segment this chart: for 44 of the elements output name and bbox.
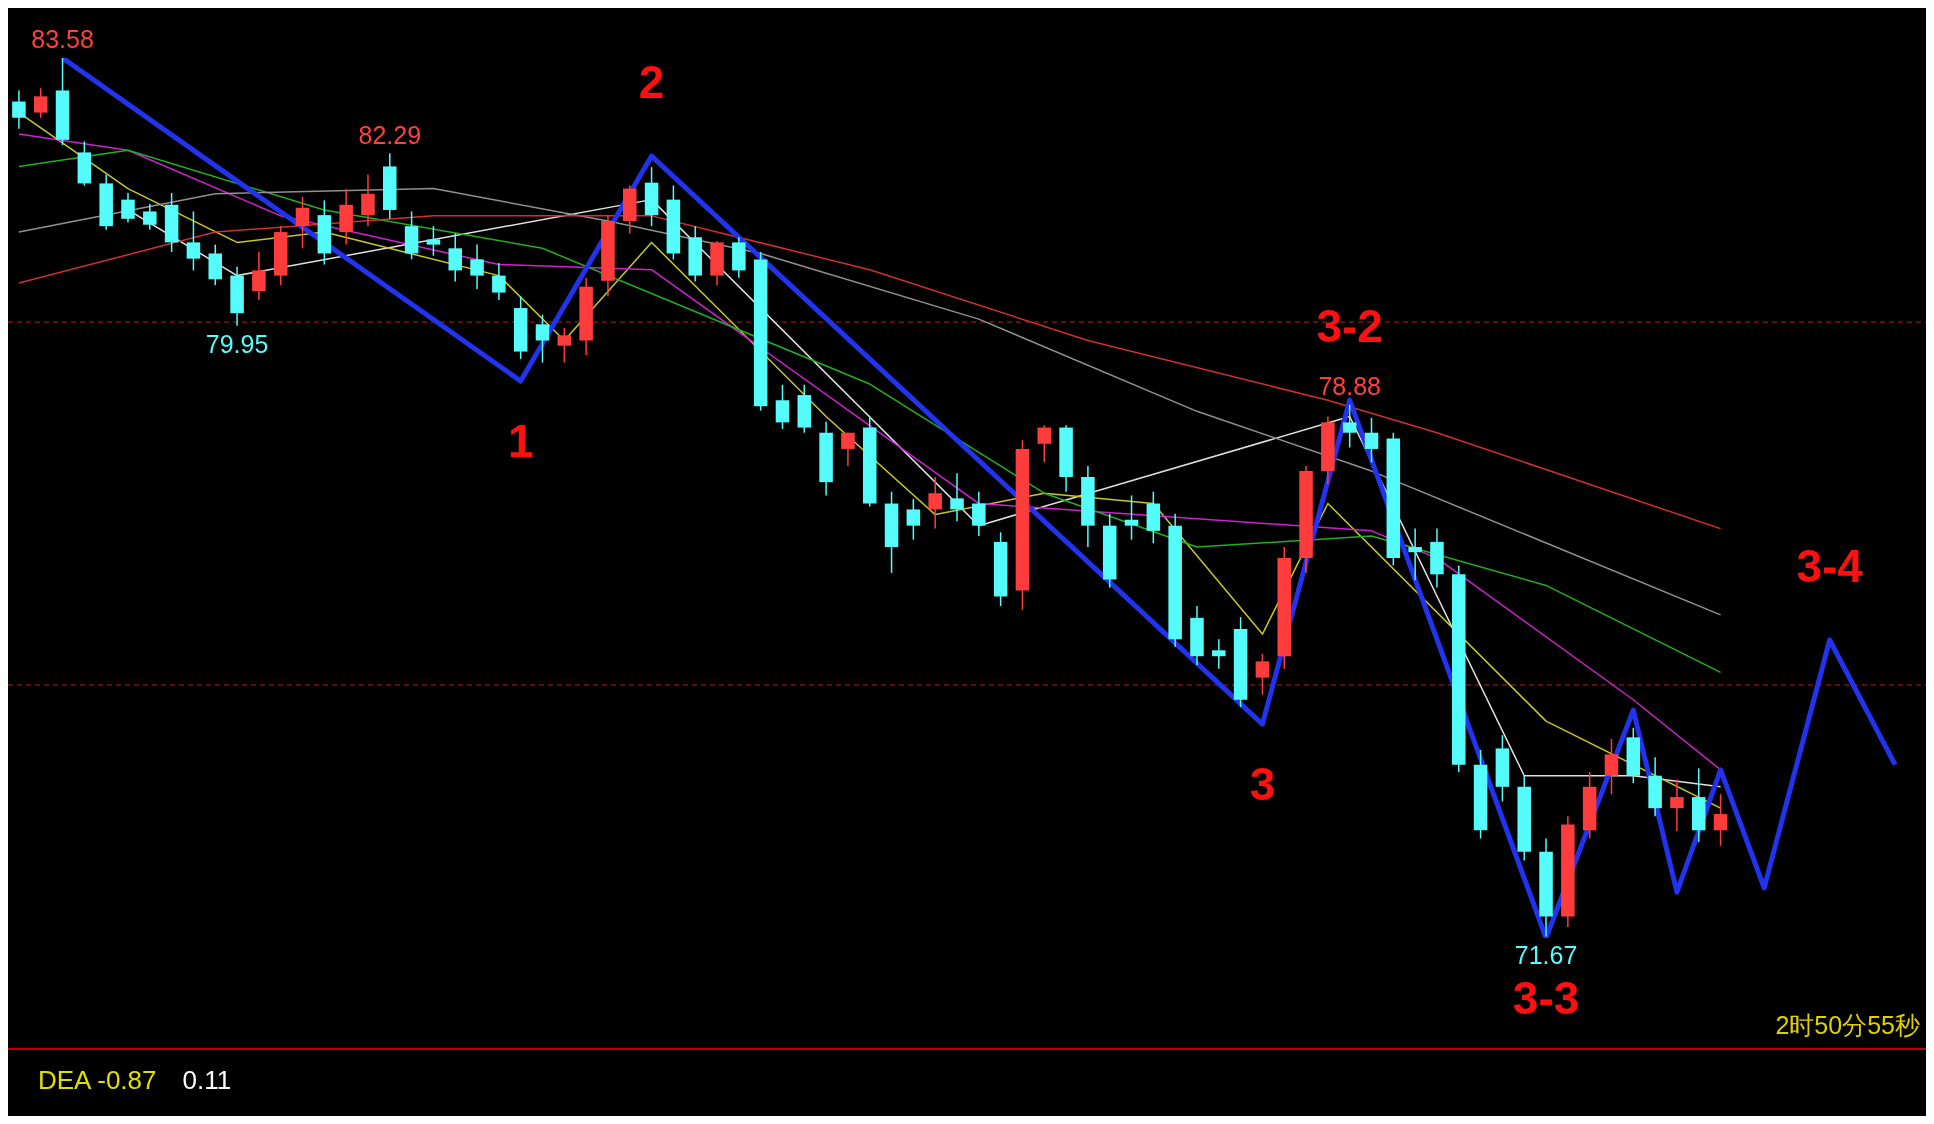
candlestick <box>950 472 964 522</box>
candlestick <box>186 210 201 272</box>
candlestick <box>33 87 48 119</box>
candlestick <box>1408 527 1422 581</box>
candlestick <box>295 195 310 250</box>
candlestick <box>557 327 572 364</box>
annotation: 3-4 <box>1796 539 1864 592</box>
candlestick <box>12 89 26 130</box>
annotation: 1 <box>507 414 534 467</box>
candlestick <box>1713 793 1728 847</box>
annotation: 71.67 <box>1514 940 1578 969</box>
candlestick <box>1037 424 1052 463</box>
candlestick <box>1124 494 1139 541</box>
candlestick <box>361 173 375 227</box>
candlestick <box>121 192 135 224</box>
candlestick <box>1670 778 1684 832</box>
candlestick <box>1212 638 1226 670</box>
candlestick <box>1342 403 1357 449</box>
candlestick <box>972 490 986 537</box>
candlestick <box>470 243 484 290</box>
candlestick <box>928 476 942 530</box>
candlestick <box>426 225 441 257</box>
candlestick <box>143 203 157 231</box>
candlestick <box>775 384 790 430</box>
candlestick <box>1604 738 1619 795</box>
annotation: 3 <box>1249 757 1276 810</box>
annotation: 82.29 <box>358 120 422 149</box>
text: DEA -0.87 <box>38 1064 157 1096</box>
candlestick <box>841 431 855 467</box>
candlestick <box>906 498 921 541</box>
candlestick <box>535 313 550 364</box>
annotation: 2 <box>638 55 665 108</box>
annotation: 78.88 <box>1318 372 1381 401</box>
annotation: 79.95 <box>205 330 269 359</box>
annotation: 83.58 <box>31 25 94 54</box>
text: 2时50分55秒 <box>1775 1011 1920 1040</box>
text: 0.11 <box>182 1064 232 1096</box>
candlestick <box>448 232 462 283</box>
candlestick <box>1255 653 1270 696</box>
annotation: 3-3 <box>1512 971 1580 1024</box>
annotation: 3-2 <box>1316 299 1383 352</box>
candlestick <box>1364 417 1379 463</box>
candlestick <box>252 251 266 301</box>
candlestick <box>492 262 506 301</box>
